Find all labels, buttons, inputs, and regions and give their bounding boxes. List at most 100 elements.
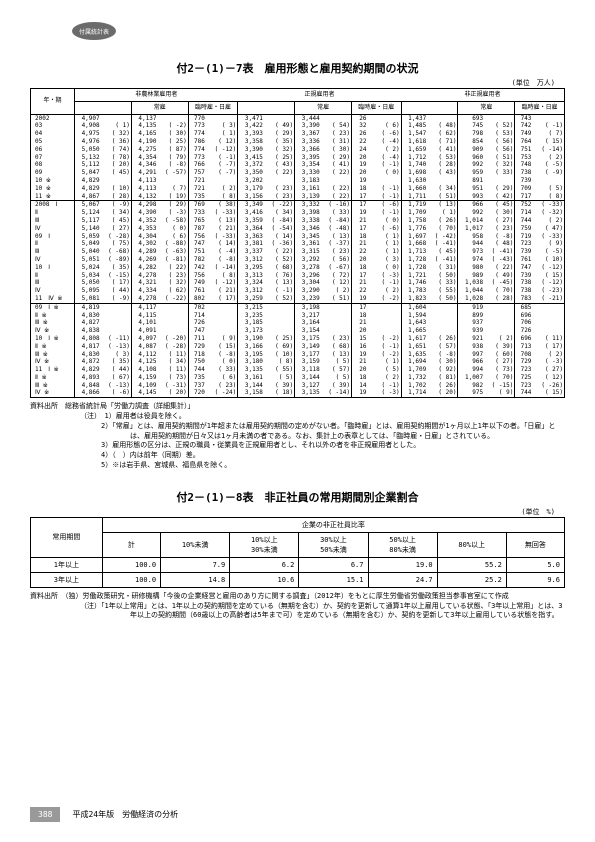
data-cell: 3,361 (295, 240, 321, 248)
data-cell: ( 26) (427, 335, 458, 343)
data-cell: ( 8) (206, 272, 238, 280)
data-cell: 1,665 (401, 327, 427, 335)
data-cell: ( 51) (427, 193, 458, 201)
year-cell: 04 (31, 130, 75, 138)
data-cell: 749 (188, 279, 206, 287)
data-cell: ( 0) (367, 217, 401, 225)
data-cell: 773 (188, 154, 206, 162)
data-cell: 3,471 (238, 114, 264, 122)
data-cell: 4,087 (131, 343, 157, 351)
data-cell: ( -9) (101, 295, 132, 303)
data-cell: 1,668 (401, 240, 427, 248)
data-cell: 5,095 (75, 287, 101, 295)
data-cell: 22 (352, 138, 368, 146)
data-cell: ( 25) (157, 138, 188, 146)
data-cell: ( -89) (101, 256, 132, 264)
data-cell: ( -14) (532, 146, 564, 154)
data-cell: ( 41) (321, 161, 352, 169)
data-cell: 1,017 (458, 225, 484, 233)
year-cell: Ⅳ ※ (31, 327, 75, 335)
data-cell: ( 35) (101, 264, 132, 272)
data-cell (157, 114, 188, 122)
table1-unit: (単位 万人) (30, 78, 555, 88)
data-cell: ( -21) (532, 295, 564, 303)
data-cell: ( 6) (367, 122, 401, 130)
data-cell: 4,829 (75, 185, 101, 193)
data-cell: 3,173 (238, 327, 264, 335)
data-cell: 737 (188, 382, 206, 390)
t2-subhead: 10%未満 (161, 532, 230, 557)
data-cell: 3,336 (295, 138, 321, 146)
year-cell: 05 (31, 138, 75, 146)
data-cell: 4,115 (131, 312, 157, 320)
data-cell (206, 319, 238, 327)
data-cell: 1,698 (401, 169, 427, 177)
data-cell: 721 (188, 185, 206, 193)
data-cell: 26 (352, 130, 368, 138)
data-cell: 3,350 (238, 169, 264, 177)
data-cell: 4,097 (131, 335, 157, 343)
data-cell: ( 22) (321, 169, 352, 177)
data-cell (484, 303, 515, 311)
data-cell: 19 (352, 209, 368, 217)
data-cell (427, 303, 458, 311)
data-cell: ( 49) (484, 272, 515, 280)
data-cell: 3,259 (238, 295, 264, 303)
data-cell: ( -7) (206, 169, 238, 177)
data-cell: ( 54) (321, 122, 352, 130)
data-cell (264, 327, 295, 335)
data-cell: 4,298 (131, 201, 157, 209)
data-cell: ( 39) (264, 382, 295, 390)
data-cell (427, 114, 458, 122)
data-cell: 3,161 (238, 374, 264, 382)
data-cell: 1,659 (401, 146, 427, 154)
data-cell: 1,713 (401, 248, 427, 256)
data-cell: 4,289 (131, 248, 157, 256)
data-cell: ( 45) (101, 169, 132, 177)
data-cell: ( -13) (101, 382, 132, 390)
data-cell: ( 17) (101, 279, 132, 287)
data-cell (157, 303, 188, 311)
data-cell: 750 (188, 358, 206, 366)
data-cell: ( 29) (264, 130, 295, 138)
data-cell: 4,893 (75, 374, 101, 382)
data-cell: 973 (458, 248, 484, 256)
data-cell: ( 2) (532, 154, 564, 162)
data-cell: 4,278 (131, 295, 157, 303)
data-cell: 693 (458, 114, 484, 122)
t2-cell: 9.6 (506, 572, 564, 587)
data-cell (206, 303, 238, 311)
data-cell: 3,154 (295, 327, 321, 335)
data-cell: ( 56) (321, 256, 352, 264)
data-cell: 766 (188, 161, 206, 169)
data-cell: 3,346 (295, 225, 321, 233)
data-cell: ( 15) (206, 343, 238, 351)
data-cell: ( 5) (532, 185, 564, 193)
data-cell: 4,304 (131, 233, 157, 241)
data-cell: 3,159 (295, 358, 321, 366)
data-cell: 4,334 (131, 287, 157, 295)
data-cell (101, 319, 132, 327)
sub-blank3 (401, 101, 458, 114)
t2-h0: 常用期間 (31, 517, 103, 557)
data-cell: 735 (188, 193, 206, 201)
data-cell: 3,118 (295, 366, 321, 374)
data-cell: ( -84) (321, 217, 352, 225)
data-cell: ( 15) (532, 138, 564, 146)
data-cell: ( -1) (367, 185, 401, 193)
data-cell: ( 19) (157, 193, 188, 201)
data-cell: 5,040 (75, 248, 101, 256)
data-cell: 21 (352, 279, 368, 287)
data-cell: ( 22) (321, 185, 352, 193)
data-cell: ( 34) (264, 209, 295, 217)
data-cell: 3,366 (295, 146, 321, 154)
data-cell: 745 (458, 122, 484, 130)
data-cell: 1,697 (401, 233, 427, 241)
data-cell: ( -28) (101, 233, 132, 241)
data-cell: ( -84) (264, 217, 295, 225)
data-cell: ( 49) (264, 122, 295, 130)
data-cell: 3,180 (238, 358, 264, 366)
data-cell (206, 312, 238, 320)
data-cell: ( 22) (264, 248, 295, 256)
data-cell: ( 51) (484, 154, 515, 162)
